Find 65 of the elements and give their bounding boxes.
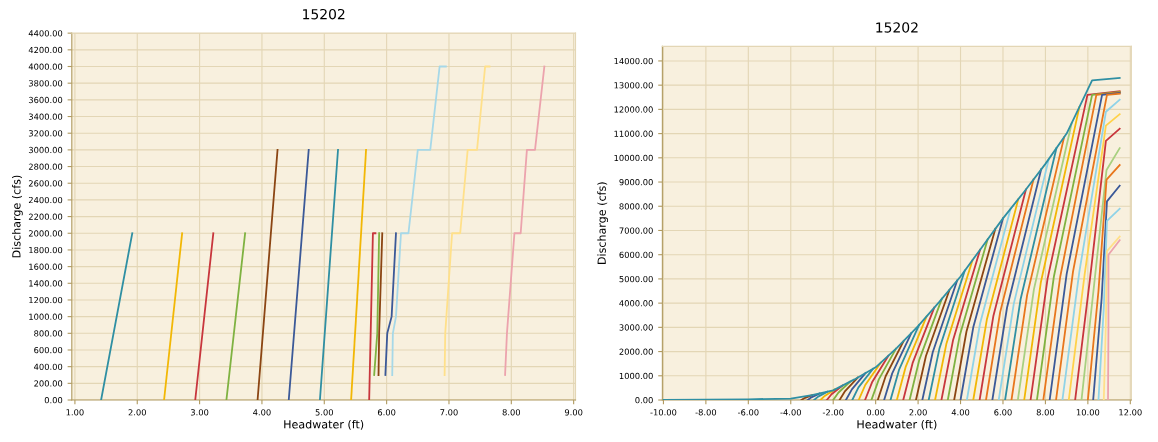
y-tick-label: 2000.00 <box>619 348 653 355</box>
x-tick-label: 2.00 <box>909 409 927 416</box>
y-tick-label: 4000.00 <box>619 300 653 307</box>
x-axis-title: Headwater (ft) <box>857 419 937 430</box>
y-tick-label: 3400.00 <box>28 113 63 120</box>
y-tick-label: 8000.00 <box>619 203 653 210</box>
x-tick-label: 10.00 <box>1076 409 1100 416</box>
y-tick-label: 4000.00 <box>28 63 63 70</box>
y-tick-label: 6000.00 <box>619 251 653 258</box>
y-tick-label: 3200.00 <box>28 130 63 137</box>
y-tick-label: 5000.00 <box>619 275 653 283</box>
x-tick-label: -4.00 <box>780 409 801 416</box>
y-tick-label: 800.00 <box>34 330 63 337</box>
y-tick-label: 10000.00 <box>614 154 653 162</box>
chart-title: 15202 <box>303 8 345 20</box>
chart-title: 15202 <box>876 22 918 33</box>
y-tick-label: 1600.00 <box>29 263 63 270</box>
y-tick-label: 3000.00 <box>28 146 63 154</box>
x-tick-label: 1.00 <box>66 409 84 416</box>
y-tick-label: 2600.00 <box>28 180 63 187</box>
y-tick-label: 3000.00 <box>619 324 653 331</box>
y-tick-label: 1800.00 <box>29 246 63 254</box>
y-tick-label: 0.00 <box>635 396 653 404</box>
x-tick-label: 3.00 <box>190 409 209 416</box>
y-tick-label: 2200.00 <box>28 213 63 220</box>
y-tick-label: 1400.00 <box>29 280 63 287</box>
y-tick-label: 3800.00 <box>28 80 63 87</box>
y-tick-label: 14000.00 <box>614 57 653 65</box>
y-tick-label: 11000.00 <box>614 130 653 137</box>
x-tick-label: 8.00 <box>1036 409 1055 416</box>
x-tick-label: 4.00 <box>253 409 271 416</box>
y-tick-label: 1000.00 <box>619 372 653 380</box>
y-tick-label: 400.00 <box>34 363 63 370</box>
x-tick-label: 5.00 <box>315 409 334 416</box>
y-tick-label: 200.00 <box>34 380 63 387</box>
y-tick-label: 1000.00 <box>29 313 63 320</box>
x-tick-label: 4.00 <box>951 409 970 416</box>
x-axis-title: Headwater (ft) <box>284 419 364 430</box>
y-tick-label: 600.00 <box>34 346 63 354</box>
y-tick-label: 2800.00 <box>28 163 63 170</box>
x-tick-label: -6.00 <box>737 409 759 416</box>
x-tick-label: 6.00 <box>377 409 396 416</box>
y-axis-title: Discharge (cfs) <box>597 182 609 264</box>
x-tick-label: 6.00 <box>994 409 1012 416</box>
x-tick-label: 9.00 <box>564 409 583 416</box>
y-tick-label: 2000.00 <box>28 230 63 237</box>
y-tick-label: 1200.00 <box>29 296 63 304</box>
x-tick-label: -8.00 <box>695 409 717 416</box>
y-tick-label: 3600.00 <box>28 96 63 104</box>
y-tick-label: 7000.00 <box>619 227 653 234</box>
y-tick-label: 2400.00 <box>28 196 63 204</box>
y-tick-label: 12000.00 <box>614 106 653 113</box>
y-tick-label: 0.00 <box>44 396 63 404</box>
x-tick-label: 0.00 <box>866 409 885 416</box>
y-tick-label: 4200.00 <box>28 46 63 54</box>
x-tick-label: 7.00 <box>440 409 458 416</box>
y-tick-label: 9000.00 <box>619 179 653 186</box>
y-tick-label: 4400.00 <box>28 30 63 37</box>
x-tick-label: 8.00 <box>502 409 521 416</box>
x-tick-label: 12.00 <box>1119 409 1142 416</box>
y-axis-title: Discharge (cfs) <box>12 175 23 258</box>
y-tick-label: 13000.00 <box>614 82 653 89</box>
x-tick-label: -2.00 <box>822 409 844 416</box>
x-tick-label: -10.00 <box>650 409 677 416</box>
x-tick-label: 2.00 <box>128 409 146 416</box>
